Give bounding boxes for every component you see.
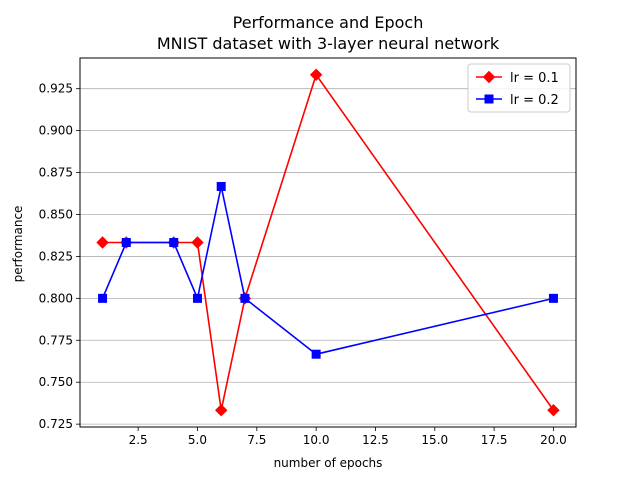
- plot-frame: [79, 57, 577, 428]
- data-point: [96, 236, 109, 249]
- x-tick-label: 5.0: [188, 433, 207, 447]
- x-tick-label: 2.5: [129, 433, 148, 447]
- legend-label: lr = 0.2: [510, 93, 559, 108]
- x-axis: 2.5 5.0 7.5 10.0 12.5 15.0 17.5 20.0: [129, 427, 567, 447]
- grid-lines: [80, 88, 576, 425]
- data-point: [240, 293, 250, 303]
- x-tick-label: 20.0: [540, 433, 567, 447]
- chart-subtitle: MNIST dataset with 3-layer neural networ…: [157, 34, 500, 53]
- y-tick-label: 0.850: [39, 207, 73, 221]
- data-point: [214, 404, 228, 417]
- x-tick-label: 15.0: [421, 433, 448, 447]
- x-tick-label: 10.0: [303, 433, 330, 447]
- legend-item: lr = 0.2: [476, 93, 559, 108]
- data-point: [98, 293, 108, 303]
- chart-title: Performance and Epoch: [233, 13, 424, 32]
- x-axis-label: number of epochs: [274, 456, 383, 470]
- legend-marker: [482, 70, 496, 84]
- x-tick-label: 12.5: [362, 433, 389, 447]
- series-line: [101, 186, 554, 356]
- legend-item: lr = 0.1: [476, 70, 559, 86]
- data-point: [216, 181, 226, 191]
- legend: lr = 0.1 lr = 0.2: [467, 63, 571, 113]
- y-axis: 0.725 0.750 0.775 0.800 0.825 0.850 0.875 0.900…: [39, 82, 80, 431]
- y-tick-label: 0.775: [39, 333, 73, 347]
- data-point: [121, 238, 131, 247]
- data-point: [547, 404, 560, 417]
- y-axis-label: performance: [11, 206, 25, 283]
- y-tick-label: 0.800: [39, 291, 73, 305]
- series-layer: [96, 68, 560, 417]
- series-2: [98, 181, 558, 359]
- y-tick-label: 0.900: [39, 124, 73, 138]
- data-point: [169, 238, 179, 247]
- data-point: [309, 68, 323, 81]
- data-point: [548, 293, 558, 303]
- y-tick-label: 0.750: [39, 375, 73, 389]
- y-tick-label: 0.875: [39, 166, 73, 180]
- data-point: [191, 236, 204, 249]
- data-point: [311, 349, 321, 359]
- data-point: [192, 293, 202, 303]
- y-tick-label: 0.725: [39, 417, 73, 431]
- y-tick-label: 0.825: [39, 249, 73, 263]
- x-tick-label: 7.5: [247, 433, 266, 447]
- y-tick-label: 0.925: [39, 82, 73, 96]
- legend-marker: [484, 94, 494, 104]
- x-tick-label: 17.5: [481, 433, 508, 447]
- legend-label: lr = 0.1: [510, 71, 559, 86]
